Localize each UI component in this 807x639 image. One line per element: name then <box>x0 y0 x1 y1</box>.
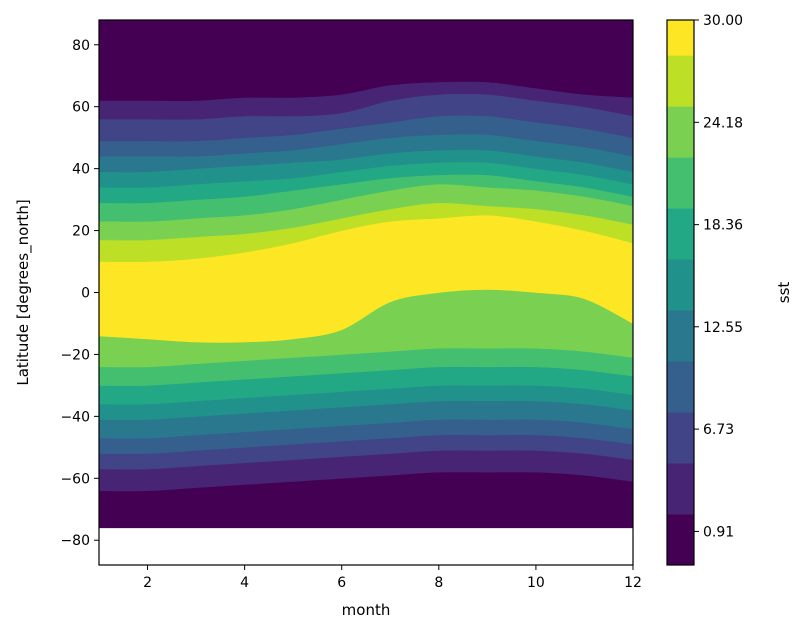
colorbar-tick-label: 12.55 <box>703 320 743 336</box>
colorbar-segment <box>667 514 694 566</box>
colorbar-segment <box>667 55 694 107</box>
colorbar-tick-label: 6.73 <box>703 422 734 438</box>
x-axis-label: month <box>342 601 391 619</box>
x-tick-label: 8 <box>434 575 443 591</box>
colorbar <box>667 20 694 566</box>
y-tick-label: −80 <box>60 533 90 549</box>
colorbar-segment <box>667 463 694 515</box>
y-tick-label: 40 <box>72 162 90 178</box>
y-axis: −80 −60 −40 −20 0 20 40 60 80 <box>60 38 99 549</box>
colorbar-label: sst <box>775 282 793 304</box>
y-tick-label: 80 <box>72 38 90 54</box>
colorbar-segment <box>667 412 694 464</box>
colorbar-tick-label: 18.36 <box>703 218 743 234</box>
contour-field <box>98 19 634 529</box>
colorbar-segment <box>667 20 694 56</box>
x-tick-label: 10 <box>527 575 545 591</box>
y-tick-label: −20 <box>60 347 90 363</box>
x-tick-label: 2 <box>143 575 152 591</box>
colorbar-segment <box>667 157 694 209</box>
colorbar-segment <box>667 361 694 413</box>
x-tick-label: 6 <box>337 575 346 591</box>
y-axis-label: Latitude [degrees_north] <box>14 199 33 385</box>
colorbar-segment <box>667 259 694 311</box>
colorbar-segment <box>667 310 694 362</box>
colorbar-tick-label: 0.91 <box>703 524 734 540</box>
colorbar-frame <box>666 19 695 566</box>
colorbar-tick-label: 30.00 <box>703 13 743 29</box>
colorbar-ticks: 0.91 6.73 12.55 18.36 24.18 30.00 <box>694 13 743 540</box>
y-tick-label: 0 <box>81 286 90 302</box>
colorbar-tick-label: 24.18 <box>703 115 743 131</box>
colorbar-segment <box>667 106 694 158</box>
y-tick-label: −40 <box>60 409 90 425</box>
x-tick-label: 4 <box>240 575 249 591</box>
y-tick-label: −60 <box>60 471 90 487</box>
y-tick-label: 20 <box>72 224 90 240</box>
y-tick-label: 60 <box>72 100 90 116</box>
colorbar-segment <box>667 208 694 260</box>
x-axis: 2 4 6 8 10 12 <box>143 565 642 591</box>
x-tick-label: 12 <box>624 575 642 591</box>
